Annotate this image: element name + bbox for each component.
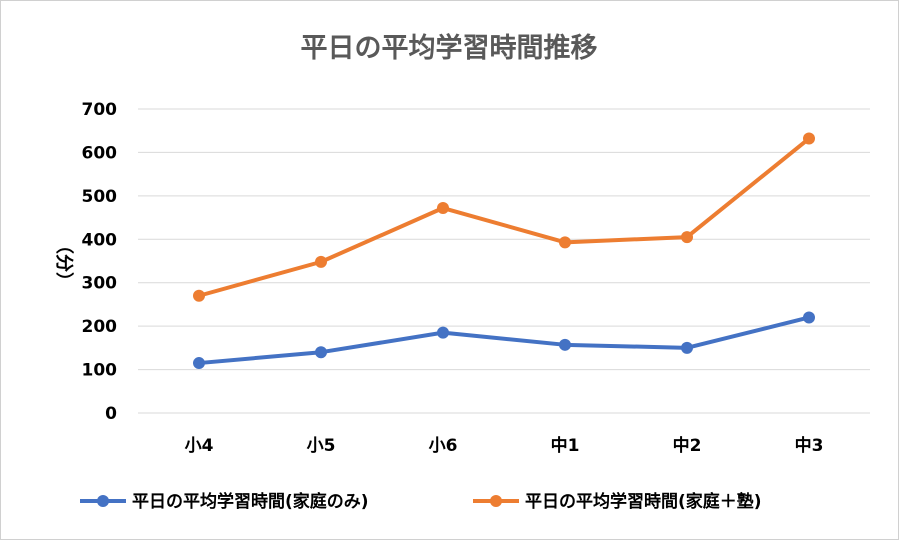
data-point (803, 311, 815, 324)
data-point (803, 132, 815, 145)
y-tick-label: 100 (82, 361, 118, 381)
y-axis-label: （分） (53, 236, 74, 290)
legend-marker (97, 495, 109, 507)
legend-label: 平日の平均学習時間(家庭のみ) (132, 491, 369, 512)
data-point (681, 231, 693, 244)
x-tick-label: 小4 (185, 436, 214, 456)
series-line (197, 136, 811, 298)
y-tick-label: 200 (82, 317, 118, 337)
y-tick-label: 400 (82, 230, 118, 250)
x-tick-label: 中1 (551, 435, 580, 456)
x-tick-label: 小5 (307, 436, 336, 456)
x-tick-label: 小6 (429, 436, 458, 456)
legend-label: 平日の平均学習時間(家庭＋塾) (525, 491, 762, 512)
y-tick-label: 500 (82, 187, 118, 207)
data-point (437, 202, 449, 215)
y-tick-label: 600 (82, 143, 118, 163)
y-tick-label: 300 (82, 274, 118, 294)
data-point (559, 338, 571, 351)
y-tick-label: 0 (105, 404, 117, 424)
legend-marker (490, 495, 502, 507)
data-point (315, 255, 327, 268)
data-point (681, 341, 693, 354)
chart-title: 平日の平均学習時間推移 (301, 32, 598, 64)
x-tick-label: 中3 (795, 435, 824, 456)
data-point (315, 346, 327, 359)
data-point (559, 236, 571, 249)
data-point (437, 326, 449, 339)
x-tick-label: 中2 (673, 435, 702, 456)
y-tick-label: 700 (82, 100, 118, 120)
data-point (193, 289, 205, 302)
data-point (193, 357, 205, 370)
series-line (197, 315, 811, 366)
